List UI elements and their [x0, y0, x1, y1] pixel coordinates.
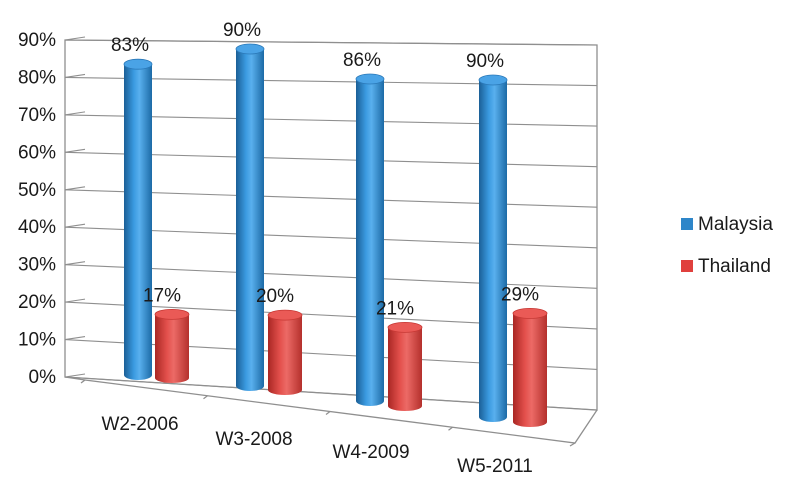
- x-tick-mark: [325, 411, 331, 415]
- gridline: [64, 114, 598, 127]
- y-tick-label: 60%: [18, 142, 56, 163]
- side-gridline: [64, 73, 86, 78]
- y-tick-label: 90%: [18, 30, 56, 51]
- bars: [123, 43, 548, 427]
- bar-body: [124, 64, 152, 380]
- gridline: [64, 339, 598, 370]
- bar-top: [267, 309, 303, 321]
- gridline: [64, 76, 598, 87]
- floor-corner-right: [569, 442, 576, 447]
- data-label: 17%: [143, 285, 181, 306]
- x-tick-label: W3-2008: [215, 429, 292, 450]
- data-label: 83%: [111, 35, 149, 56]
- y-axis-ticks: 0% 10% 20% 30% 40% 50% 60% 70% 80% 90%: [18, 30, 56, 388]
- gridline: [64, 226, 598, 249]
- y-tick-label: 50%: [18, 180, 56, 201]
- x-tick-label: W4-2009: [332, 442, 409, 463]
- gridline: [64, 151, 598, 168]
- bar-thailand-w4-2009: [387, 321, 423, 411]
- side-gridline: [64, 111, 86, 116]
- bar-body: [236, 49, 264, 391]
- x-tick-mark: [203, 395, 208, 400]
- y-tick-label: 30%: [18, 255, 56, 276]
- bar-malaysia-w4-2009: [355, 73, 385, 406]
- bar-thailand-w2-2006: [154, 308, 190, 383]
- bar-top: [355, 73, 385, 85]
- bar-malaysia-w5-2011: [478, 74, 508, 422]
- gridline: [64, 301, 598, 330]
- y-tick-label: 0%: [29, 367, 57, 388]
- bar-body: [155, 314, 189, 383]
- side-gridline: [64, 261, 86, 266]
- data-label: 21%: [376, 298, 414, 319]
- y-tick-label: 70%: [18, 105, 56, 126]
- bar-thailand-w5-2011: [512, 308, 548, 427]
- bar-body: [388, 327, 422, 411]
- y-tick-label: 40%: [18, 217, 56, 238]
- data-labels: 83% 17% 90% 20% 86% 21% 90% 29%: [111, 20, 539, 319]
- y-tick-label: 20%: [18, 292, 56, 313]
- bar-top: [235, 43, 265, 55]
- side-gridline: [64, 336, 86, 341]
- x-tick-label: W5-2011: [457, 456, 533, 477]
- gridline: [64, 376, 598, 411]
- side-gridline: [64, 148, 86, 153]
- y-tick-label: 80%: [18, 67, 56, 88]
- bar-top: [123, 58, 153, 70]
- bar-body: [268, 315, 302, 395]
- data-label: 90%: [466, 51, 504, 72]
- data-label: 86%: [343, 50, 381, 71]
- x-axis-ticks: W2-2006 W3-2008 W4-2009 W5-2011: [101, 395, 533, 477]
- data-label: 20%: [256, 286, 294, 307]
- legend-swatch-thailand: [681, 260, 693, 272]
- side-gridline: [64, 298, 86, 303]
- x-tick-label: W2-2006: [101, 414, 178, 435]
- bar-body: [479, 80, 507, 422]
- legend-label-malaysia: Malaysia: [698, 214, 773, 235]
- data-label: 90%: [223, 20, 261, 41]
- side-gridline: [64, 373, 86, 378]
- bar-thailand-w3-2008: [267, 309, 303, 395]
- floor-corner-left: [80, 379, 86, 384]
- bar-top: [387, 321, 423, 333]
- gridline: [64, 264, 598, 289]
- side-gridline: [64, 186, 86, 191]
- gridlines: [64, 36, 598, 411]
- bar-top: [512, 308, 548, 319]
- bar-body: [356, 78, 384, 406]
- bar-top: [154, 308, 190, 320]
- legend-swatch-malaysia: [681, 218, 693, 230]
- side-gridline: [64, 223, 86, 228]
- bar-malaysia-w2-2006: [123, 58, 153, 380]
- gridline: [64, 189, 598, 208]
- legend: Malaysia Thailand: [681, 214, 773, 277]
- legend-label-thailand: Thailand: [698, 256, 771, 277]
- bar-malaysia-w3-2008: [235, 43, 265, 391]
- gridline: [64, 39, 598, 46]
- bar-top: [478, 74, 508, 86]
- x-tick-mark: [448, 426, 453, 431]
- data-label: 29%: [501, 284, 539, 305]
- side-gridline: [64, 36, 86, 41]
- y-tick-label: 10%: [18, 330, 56, 351]
- bar-body: [513, 313, 547, 427]
